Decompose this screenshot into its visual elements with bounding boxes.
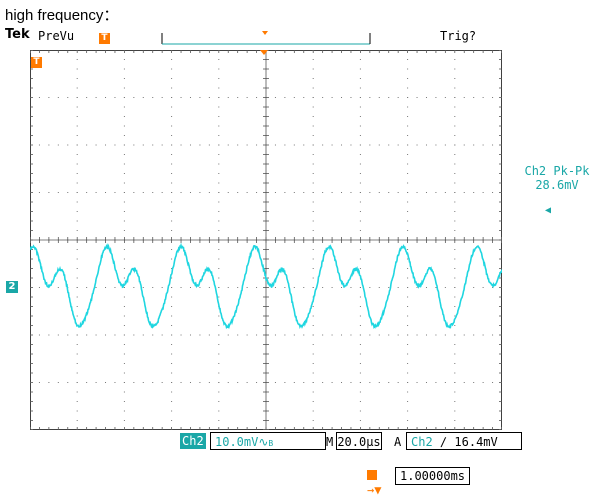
trigger-position-marker-icon: T (99, 33, 110, 44)
horizontal-position-icon: →▼ (367, 469, 381, 497)
caption: high frequency： (5, 4, 118, 25)
trigger-level-marker-icon: T (31, 57, 42, 68)
measurement-pointer-icon: ◀ (545, 205, 551, 216)
bandwidth-suffix: B (268, 439, 273, 448)
mode-label: PreVu (38, 29, 74, 43)
brand-label: Tek (5, 27, 30, 42)
record-view-bar (150, 30, 380, 48)
waveform-display (30, 50, 502, 430)
acquisition-prefix: A (394, 433, 401, 451)
measurement-readout: Ch2 Pk-Pk 28.6mV (512, 164, 602, 192)
status-channel-label: Ch2 (180, 433, 206, 449)
bandwidth-icon: ∿ (258, 435, 268, 449)
horizontal-position-value: 1.00000ms (395, 467, 470, 485)
vertical-scale-box: 10.0mV∿B (210, 432, 326, 450)
measurement-value: 28.6mV (512, 178, 602, 192)
trigger-level: 16.4mV (454, 435, 497, 449)
timebase-prefix: M (326, 433, 333, 451)
trigger-readout-box: Ch2 ∕ 16.4mV (406, 432, 522, 450)
timebase-value: 20.0µs (336, 432, 382, 450)
measurement-label: Ch2 Pk-Pk (512, 164, 602, 178)
status-bar: Ch2 10.0mV∿B M 20.0µs A Ch2 ∕ 16.4mV (180, 432, 500, 450)
trigger-slope-icon: ∕ (440, 435, 447, 449)
trigger-source: Ch2 (411, 435, 433, 449)
ch2-ground-marker-icon: 2 (6, 281, 18, 293)
trigger-state-label: Trig? (440, 29, 476, 43)
volts-per-div: 10.0mV (215, 435, 258, 449)
